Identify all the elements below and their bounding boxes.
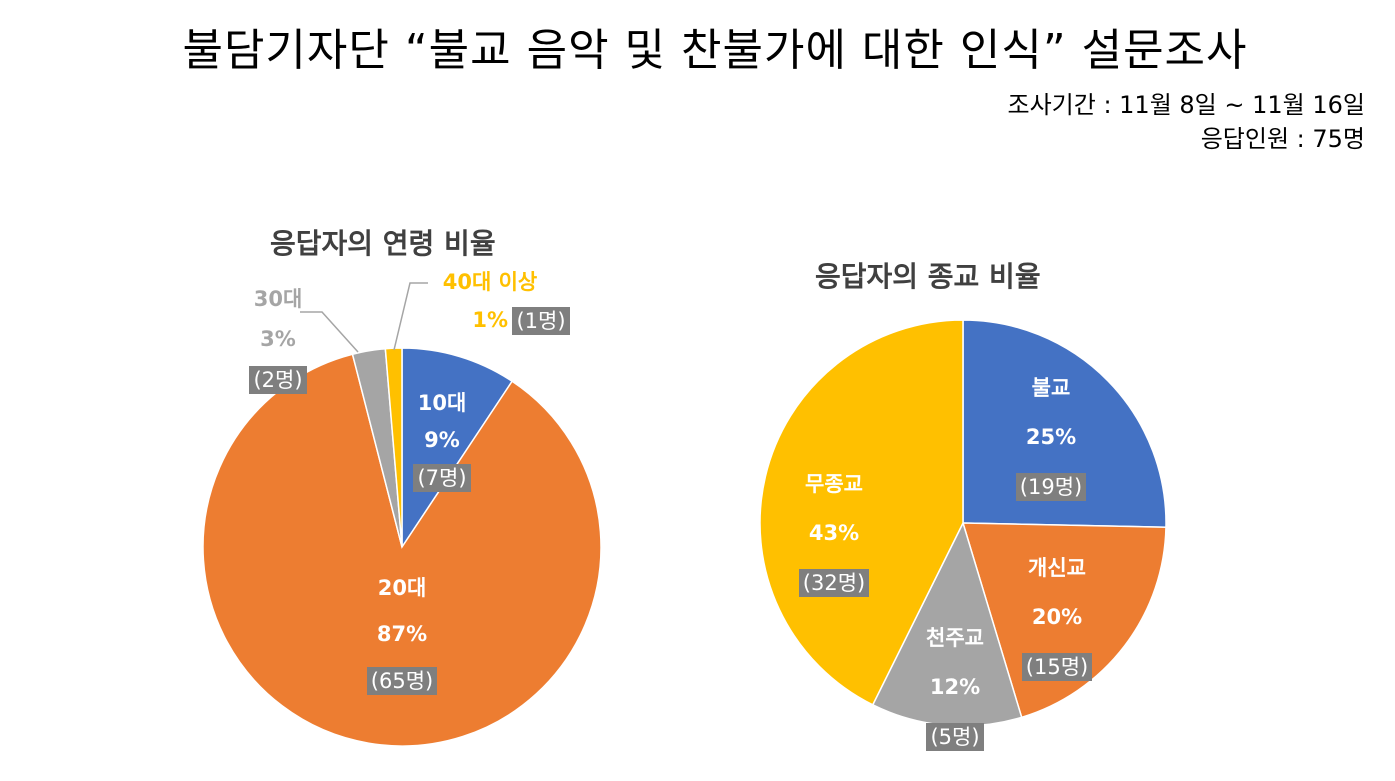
pie1-count-box-1 bbox=[1022, 653, 1092, 681]
pie1-label-3: 무종교 bbox=[805, 472, 863, 496]
pie1-slice-3 bbox=[759, 319, 964, 706]
pie0-slice-0 bbox=[401, 347, 514, 550]
pie0-count-1: (65명) bbox=[371, 669, 433, 693]
pie0-percent-0: 9% bbox=[424, 428, 460, 452]
religion-chart-title: 응답자의 종교 비율 bbox=[815, 260, 1041, 293]
pie1-label-2: 천주교 bbox=[926, 626, 984, 650]
pie1-slice-1 bbox=[961, 522, 1167, 719]
survey-period: 조사기간 : 11월 8일 ~ 11월 16일 bbox=[1007, 91, 1366, 119]
pie0-leader-3 bbox=[393, 282, 428, 351]
pie1-slice-0 bbox=[962, 319, 1167, 529]
pie0-count-box-0 bbox=[413, 464, 471, 492]
pie0-count-0: (7명) bbox=[417, 466, 466, 490]
pie0-percent-2: 3% bbox=[260, 327, 296, 351]
pie1-count-0: (19명) bbox=[1020, 475, 1082, 499]
pie1-count-2: (5명) bbox=[930, 725, 979, 749]
pie0-leader-2 bbox=[300, 311, 359, 353]
pie0-count-3: (1명) bbox=[516, 309, 565, 333]
pie1-label-0: 불교 bbox=[1032, 376, 1071, 400]
pie1-count-box-3 bbox=[799, 569, 869, 597]
pie0-count-box-1 bbox=[367, 667, 437, 695]
age-chart-title: 응답자의 연령 비율 bbox=[270, 227, 496, 260]
pie0-label-3: 40대 이상 bbox=[443, 270, 538, 294]
pie1-percent-1: 20% bbox=[1032, 605, 1082, 629]
pie1-count-1: (15명) bbox=[1026, 655, 1088, 679]
pie1-label-1: 개신교 bbox=[1028, 556, 1086, 580]
pie0-label-2: 30대 bbox=[254, 287, 303, 311]
page-title: 불담기자단 “불교 음악 및 찬불가에 대한 인식” 설문조사 bbox=[182, 25, 1248, 76]
pie0-count-box-2 bbox=[249, 366, 307, 394]
pie1-percent-2: 12% bbox=[930, 675, 980, 699]
pie1-count-box-0 bbox=[1016, 473, 1086, 501]
pie0-percent-3: 1% bbox=[472, 308, 508, 332]
survey-info: 조사기간 : 11월 8일 ~ 11월 16일 응답인원 : 75명 bbox=[1008, 88, 1366, 156]
pie1-percent-0: 25% bbox=[1026, 425, 1076, 449]
pie1-count-3: (32명) bbox=[803, 571, 865, 595]
pie0-count-box-3 bbox=[512, 307, 570, 335]
pie0-percent-1: 87% bbox=[377, 622, 427, 646]
pie0-count-2: (2명) bbox=[253, 368, 302, 392]
pie0-label-1: 20대 bbox=[378, 576, 427, 600]
pie1-percent-3: 43% bbox=[809, 521, 859, 545]
pie1-count-box-2 bbox=[926, 723, 984, 751]
survey-respondents: 응답인원 : 75명 bbox=[1200, 125, 1365, 153]
pie0-slice-1 bbox=[202, 353, 602, 747]
pie0-label-0: 10대 bbox=[418, 391, 467, 415]
